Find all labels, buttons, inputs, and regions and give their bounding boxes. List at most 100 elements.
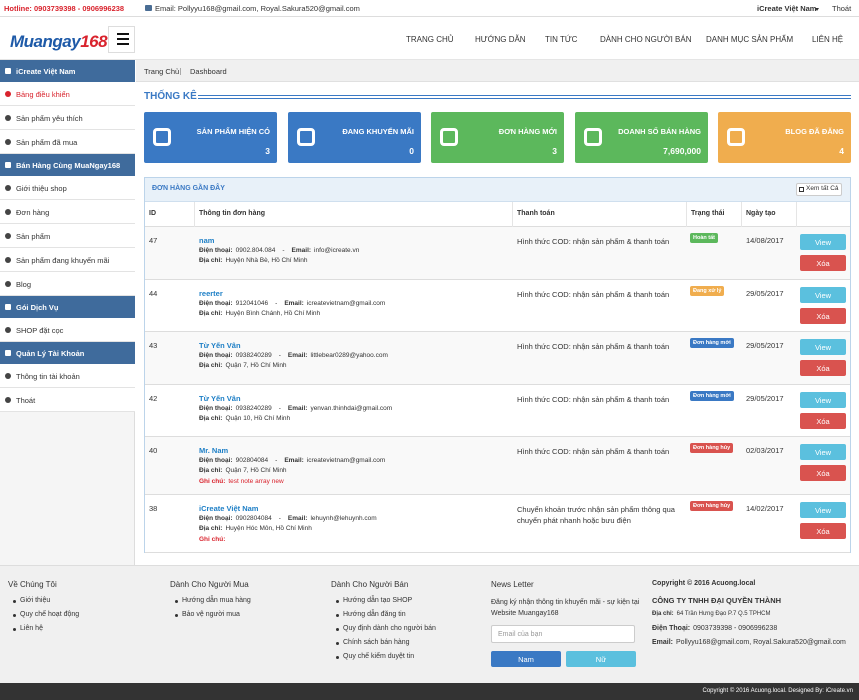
view-btn[interactable]: View [800,502,846,518]
footer-link[interactable]: Giới thiệu [20,597,51,604]
sidebar-label[interactable]: Blog [16,280,32,289]
order-name[interactable]: reerter [199,289,223,298]
order-date: 29/05/2017 [746,394,784,403]
label: Địa chỉ: [199,525,223,532]
order-name[interactable]: Mr. Nam [199,446,229,455]
logo-main: Muangay [10,32,81,51]
sidebar-icon [5,209,11,215]
sidebar-label[interactable]: Sản phẩm yêu thích [16,114,83,123]
delete-btn[interactable]: Xóa [800,523,846,539]
value: 64 Trần Hưng Đạo P.7 Q.5 TPHCM [676,611,771,617]
sidebar-icon [5,397,11,403]
sidebar-item[interactable] [0,200,135,224]
stat-label: BLOG ĐÃ ĐĂNG [785,127,844,136]
footer-link[interactable]: Hướng dẫn tạo SHOP [343,597,413,604]
note: test note array new [228,478,284,485]
sidebar-item[interactable] [0,318,135,342]
sidebar-item[interactable] [0,82,135,106]
stat-label: ĐANG KHUYẾN MÃI [342,127,414,136]
nav-link[interactable]: DANH MỤC SẢN PHẨM [706,35,794,44]
sidebar-label[interactable]: Thông tin tài khoản [16,372,80,381]
sidebar-item[interactable] [0,176,135,200]
view-btn[interactable]: View [800,287,846,303]
nav-link[interactable]: DÀNH CHO NGƯỜI BÁN [600,35,692,44]
order-note: Ghi chú: test note array new [199,478,284,485]
nav-link[interactable]: LIÊN HỆ [812,35,844,44]
label: Email: [287,352,308,359]
view-btn[interactable]: View [800,392,846,408]
view-btn[interactable]: View [800,339,846,355]
sidebar-label[interactable]: Đơn hàng [16,208,50,217]
sidebar-label[interactable]: Sản phẩm đang khuyến mãi [16,256,110,265]
sidebar-item[interactable] [0,248,135,272]
sidebar-item[interactable] [0,130,135,154]
order-name[interactable]: Từ Yến Vân [199,394,241,403]
address: Huyện Hóc Môn, Hồ Chí Minh [225,525,312,532]
footer-link[interactable]: Hướng dẫn mua hàng [182,597,251,604]
sidebar-item[interactable] [0,106,135,130]
delete-btn[interactable]: Xóa [800,413,846,429]
bullet [336,600,339,603]
footer-link[interactable]: Liên hệ [20,625,43,632]
logo[interactable]: Muangay168 [10,32,108,52]
footer-link[interactable]: Quy định dành cho người bán [343,625,436,632]
email: info@icreate.vn [314,247,360,254]
nav-link[interactable]: TIN TỨC [545,35,578,44]
view-btn[interactable]: View [800,444,846,460]
footer-link[interactable]: Bảo vệ người mua [182,611,240,618]
sidebar-item[interactable] [0,224,135,248]
label: Email: [284,457,304,464]
email: lehuynh@lehuynh.com [310,515,377,522]
sidebar-label[interactable]: SHOP đặt cọc [16,326,64,335]
company-name: CÔNG TY TNHH ĐẠI QUYỀN THÀNH [652,596,782,605]
order-name[interactable]: nam [199,236,215,245]
sidebar-item[interactable] [0,388,135,412]
sidebar-header [0,342,135,364]
nav-link[interactable]: TRANG CHỦ [406,35,454,44]
account-link[interactable]: iCreate Việt Nam [757,4,817,13]
order-address: Địa chỉ: Huyện Hóc Môn, Hồ Chí Minh [199,525,312,532]
order-note: Ghi chú: [199,536,225,543]
footer-link[interactable]: Quy chế hoạt động [20,611,80,618]
column-header: Ngày tạo [746,210,776,217]
delete-btn[interactable]: Xóa [800,308,846,324]
label: Địa chỉ: [199,310,223,317]
sidebar-item[interactable] [0,272,135,296]
delete-btn[interactable]: Xóa [800,360,846,376]
address: Huyện Nhà Bè, Hồ Chí Minh [225,257,308,264]
sidebar-item[interactable] [0,364,135,388]
email-input[interactable] [491,625,635,643]
stat-value: 3 [552,146,557,156]
sidebar-label[interactable]: Sản phẩm đã mua [16,138,78,147]
sidebar-label[interactable]: Thoát [16,396,36,405]
value: 0903739398 - 0906996238 [693,625,778,632]
view-all-label[interactable]: Xem tất Cả [806,185,839,192]
order-name[interactable]: Từ Yến Vân [199,341,241,350]
order-name[interactable]: iCreate Việt Nam [199,504,259,513]
section-rule [198,95,851,99]
footer-link[interactable]: Chính sách bán hàng [343,639,410,646]
separator: - [278,405,281,412]
order-id: 44 [149,289,158,298]
sidebar-label[interactable]: Bảng điều khiển [16,90,70,99]
delete-btn[interactable]: Xóa [800,465,846,481]
sidebar-icon [5,115,11,121]
order-contact: Điện thoại: 0938240289- Email: littlebear02… [199,352,388,359]
sidebar-label[interactable]: Sản phẩm [16,232,51,241]
breadcrumb-item[interactable]: Trang Chủ [144,67,180,76]
view-btn[interactable]: View [800,234,846,250]
footer-link[interactable]: Hướng dẫn đăng tin [343,611,406,618]
delete-btn[interactable]: Xóa [800,255,846,271]
sidebar-icon [5,233,11,239]
gender-btn[interactable]: Nữ [566,651,636,667]
logout-link[interactable]: Thoát [832,4,852,13]
nav-link[interactable]: HƯỚNG DẪN [475,35,526,44]
sidebar-icon [5,327,11,333]
order-row [145,280,850,332]
footer-link[interactable]: Quy chế kiểm duyệt tin [343,653,415,660]
gender-btn[interactable]: Nam [491,651,561,667]
label: Địa chỉ: [199,362,223,369]
sidebar-label[interactable]: Giới thiệu shop [16,184,67,193]
view-all-btn[interactable] [796,183,842,196]
